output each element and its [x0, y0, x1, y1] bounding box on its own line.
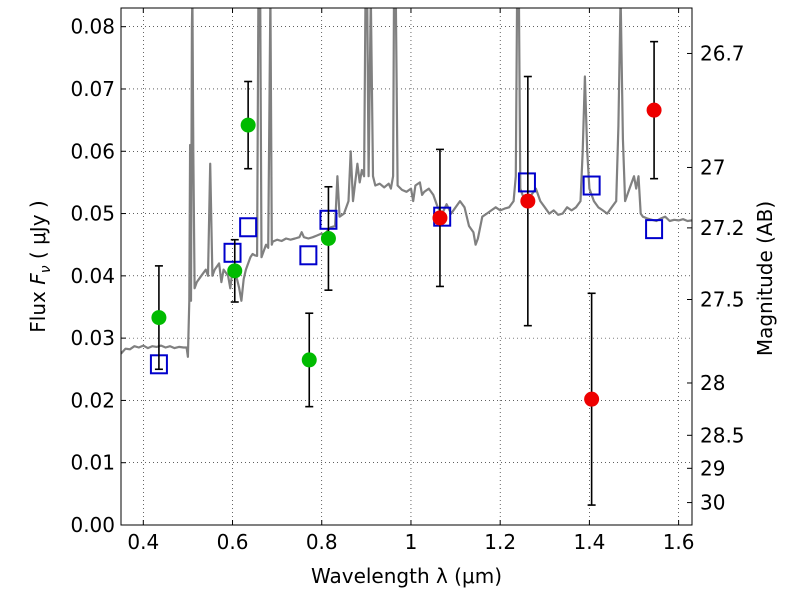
y-axis-label-suffix: ( μJy ) — [26, 200, 50, 265]
model-square-marker — [239, 217, 258, 238]
model-square-marker — [299, 245, 318, 266]
y-tick-label: 0.06 — [70, 139, 115, 163]
data-point — [240, 117, 256, 133]
data-point — [301, 352, 317, 368]
x-axis-label: Wavelength λ (μm) — [311, 564, 502, 588]
right-tick-label: 27.2 — [700, 216, 745, 240]
y-axis-label-prefix: Flux — [26, 285, 50, 333]
right-tick-label: 27.5 — [700, 288, 745, 312]
y-tick-label: 0.05 — [70, 202, 115, 226]
right-tick-label: 28.5 — [700, 423, 745, 447]
data-point — [151, 310, 167, 326]
data-point — [646, 102, 662, 118]
data-point — [320, 230, 336, 246]
grid-lines — [121, 8, 692, 526]
right-axis-label: Magnitude (AB) — [753, 201, 777, 356]
right-tick-label: 26.7 — [700, 41, 745, 65]
data-point — [227, 263, 243, 279]
axis-ticks: 0.4 0.6 0.8 1 1.2 1.4 1.6 0.00 0.01 0.02 0.03 0.04 0… — [70, 8, 745, 554]
y-tick-label: 0.04 — [70, 264, 115, 288]
y-tick-label: 0.03 — [70, 326, 115, 350]
plot-frame — [120, 7, 693, 526]
x-tick-label: 1.6 — [663, 530, 695, 554]
right-tick-label: 27 — [700, 155, 725, 179]
y-tick-label: 0.02 — [70, 388, 115, 412]
data-point — [584, 391, 600, 407]
right-tick-label: 29 — [700, 456, 725, 480]
model-square-marker — [517, 172, 536, 193]
spectrum-line — [121, 8, 692, 358]
y-tick-label: 0.08 — [70, 15, 115, 39]
y-axis-label-subscript: ν — [38, 265, 54, 273]
data-point — [432, 210, 448, 226]
plot-area — [121, 8, 692, 506]
data-point — [520, 193, 536, 209]
y-tick-label: 0.00 — [70, 513, 115, 537]
y-axis-label: Flux Fν ( μJy ) — [26, 200, 54, 332]
right-tick-label: 30 — [700, 491, 725, 515]
y-tick-label: 0.07 — [70, 77, 115, 101]
x-tick-label: 1 — [405, 530, 418, 554]
x-tick-label: 0.8 — [306, 530, 338, 554]
y-tick-label: 0.01 — [70, 451, 115, 475]
model-square-marker — [223, 242, 242, 263]
x-tick-label: 1.4 — [573, 530, 605, 554]
right-tick-label: 28 — [700, 371, 725, 395]
x-tick-label: 0.6 — [217, 530, 249, 554]
y-axis-label-symbol: F — [26, 273, 50, 285]
model-square-marker — [582, 175, 601, 196]
x-tick-label: 1.2 — [484, 530, 516, 554]
model-square-marker — [645, 219, 664, 240]
x-tick-label: 0.4 — [127, 530, 159, 554]
